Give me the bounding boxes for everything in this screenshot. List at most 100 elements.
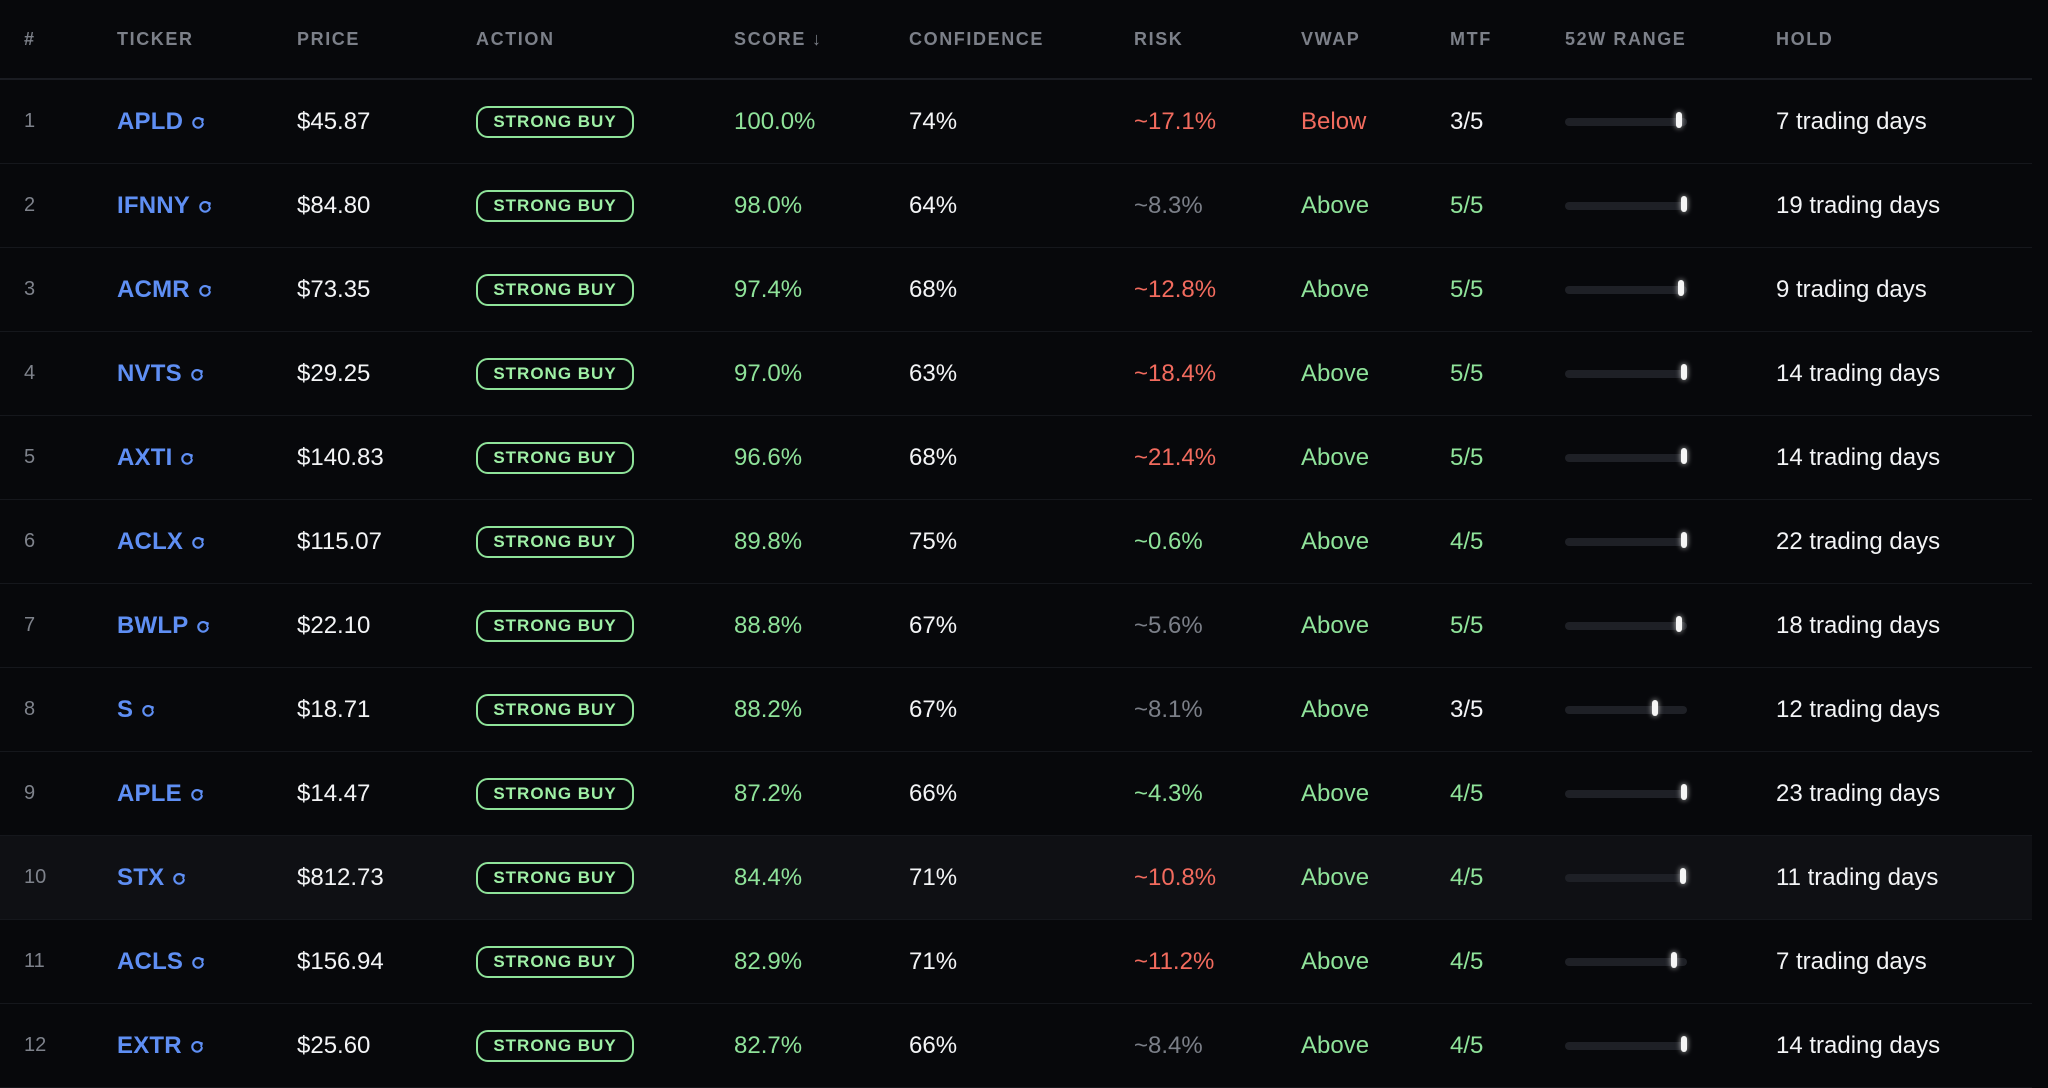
range-marker: [1681, 195, 1687, 212]
refresh-icon[interactable]: [180, 452, 194, 466]
ticker-link[interactable]: IFNNY: [117, 192, 212, 220]
ticker-symbol[interactable]: ACLS: [117, 947, 184, 975]
refresh-icon[interactable]: [190, 1040, 204, 1054]
confidence-cell: 68%: [909, 248, 957, 331]
table-row[interactable]: 8 S $18.71 STRONG BUY 88.2% 67% ~8.1% Ab…: [0, 668, 2032, 752]
table-row[interactable]: 2 IFNNY $84.80 STRONG BUY 98.0% 64% ~8.3…: [0, 164, 2032, 248]
refresh-icon[interactable]: [190, 788, 204, 802]
table-row[interactable]: 4 NVTS $29.25 STRONG BUY 97.0% 63% ~18.4…: [0, 332, 2032, 416]
ticker-link[interactable]: STX: [117, 864, 186, 892]
refresh-icon[interactable]: [191, 116, 205, 130]
range-marker: [1652, 699, 1658, 716]
header-mtf[interactable]: MTF: [1450, 28, 1492, 49]
ticker-symbol[interactable]: BWLP: [117, 611, 189, 639]
table-row[interactable]: 11 ACLS $156.94 STRONG BUY 82.9% 71% ~11…: [0, 920, 2032, 1004]
rank-cell: 11: [24, 920, 45, 1003]
ticker-link[interactable]: NVTS: [117, 360, 204, 388]
table-row[interactable]: 9 APLE $14.47 STRONG BUY 87.2% 66% ~4.3%…: [0, 752, 2032, 836]
refresh-icon[interactable]: [190, 368, 204, 382]
range-track: [1565, 783, 1687, 800]
table-row[interactable]: 6 ACLX $115.07 STRONG BUY 89.8% 75% ~0.6…: [0, 500, 2032, 584]
header-vwap[interactable]: VWAP: [1301, 28, 1361, 49]
risk-value: ~8.3%: [1134, 191, 1203, 219]
header-confidence[interactable]: CONFIDENCE: [909, 28, 1045, 49]
score-value: 89.8%: [734, 527, 803, 555]
table-row[interactable]: 10 STX $812.73 STRONG BUY 84.4% 71% ~10.…: [0, 836, 2032, 920]
ticker-symbol[interactable]: NVTS: [117, 359, 182, 387]
ticker-cell[interactable]: EXTR: [117, 1004, 204, 1087]
refresh-icon[interactable]: [191, 956, 205, 970]
header-hold[interactable]: HOLD: [1776, 28, 1834, 49]
vwap-cell: Above: [1301, 920, 1369, 1003]
ticker-symbol[interactable]: ACMR: [117, 275, 190, 303]
price-cell: $84.80: [297, 164, 370, 247]
hold-cell: 14 trading days: [1776, 1004, 1940, 1087]
refresh-icon[interactable]: [191, 536, 205, 550]
price-cell: $140.83: [297, 416, 384, 499]
ticker-cell[interactable]: ACMR: [117, 248, 212, 331]
range-cell: [1565, 752, 1687, 835]
ticker-link[interactable]: ACLS: [117, 948, 205, 976]
vwap-cell: Above: [1301, 752, 1369, 835]
ticker-cell[interactable]: NVTS: [117, 332, 204, 415]
ticker-link[interactable]: ACLX: [117, 528, 205, 556]
ticker-link[interactable]: S: [117, 696, 155, 724]
refresh-icon[interactable]: [172, 872, 186, 886]
action-cell: STRONG BUY: [476, 1004, 634, 1087]
ticker-symbol[interactable]: S: [117, 695, 134, 723]
rank-number: 2: [24, 194, 36, 216]
ticker-link[interactable]: EXTR: [117, 1032, 204, 1060]
ticker-link[interactable]: AXTI: [117, 444, 194, 472]
ticker-symbol[interactable]: ACLX: [117, 527, 184, 555]
ticker-cell[interactable]: S: [117, 668, 155, 751]
header-action[interactable]: ACTION: [476, 28, 555, 49]
header-risk[interactable]: RISK: [1134, 28, 1184, 49]
ticker-cell[interactable]: STX: [117, 836, 186, 919]
ticker-link[interactable]: APLE: [117, 780, 204, 808]
refresh-icon[interactable]: [141, 704, 155, 718]
ticker-cell[interactable]: BWLP: [117, 584, 210, 667]
range-track: [1565, 111, 1687, 128]
ticker-symbol[interactable]: APLE: [117, 779, 182, 807]
table-row[interactable]: 3 ACMR $73.35 STRONG BUY 97.4% 68% ~12.8…: [0, 248, 2032, 332]
ticker-cell[interactable]: ACLS: [117, 920, 205, 1003]
table-row[interactable]: 7 BWLP $22.10 STRONG BUY 88.8% 67% ~5.6%…: [0, 584, 2032, 668]
ticker-link[interactable]: ACMR: [117, 276, 212, 304]
header-ticker[interactable]: TICKER: [117, 28, 194, 49]
ticker-cell[interactable]: ACLX: [117, 500, 205, 583]
header-score[interactable]: SCORE ↓: [734, 0, 823, 78]
price-value: $140.83: [297, 443, 384, 471]
refresh-icon[interactable]: [198, 284, 212, 298]
header-rank[interactable]: #: [24, 28, 36, 49]
risk-cell: ~18.4%: [1134, 332, 1216, 415]
header-price[interactable]: PRICE: [297, 28, 361, 49]
header-52w-range[interactable]: 52W RANGE: [1565, 28, 1687, 49]
table-row[interactable]: 5 AXTI $140.83 STRONG BUY 96.6% 68% ~21.…: [0, 416, 2032, 500]
confidence-value: 68%: [909, 275, 958, 303]
ticker-symbol[interactable]: STX: [117, 863, 165, 891]
table-row[interactable]: 12 EXTR $25.60 STRONG BUY 82.7% 66% ~8.4…: [0, 1004, 2032, 1088]
action-cell: STRONG BUY: [476, 248, 634, 331]
action-badge: STRONG BUY: [476, 189, 634, 222]
ticker-link[interactable]: BWLP: [117, 612, 210, 640]
ticker-cell[interactable]: AXTI: [117, 416, 194, 499]
range-cell: [1565, 1004, 1687, 1087]
risk-value: ~21.4%: [1134, 443, 1217, 471]
ticker-symbol[interactable]: AXTI: [117, 443, 173, 471]
table-row[interactable]: 1 APLD $45.87 STRONG BUY 100.0% 74% ~17.…: [0, 80, 2032, 164]
ticker-cell[interactable]: APLD: [117, 80, 205, 163]
ticker-symbol[interactable]: APLD: [117, 107, 184, 135]
range-marker: [1679, 867, 1686, 884]
ticker-cell[interactable]: APLE: [117, 752, 204, 835]
ticker-cell[interactable]: IFNNY: [117, 164, 212, 247]
refresh-icon[interactable]: [198, 200, 212, 214]
ticker-link[interactable]: APLD: [117, 108, 205, 136]
confidence-cell: 66%: [909, 752, 957, 835]
ticker-symbol[interactable]: IFNNY: [117, 191, 190, 219]
rank-number: 11: [24, 950, 45, 972]
hold-cell: 11 trading days: [1776, 836, 1938, 919]
ticker-symbol[interactable]: EXTR: [117, 1031, 182, 1059]
range-cell: [1565, 248, 1687, 331]
refresh-icon[interactable]: [196, 620, 210, 634]
range-marker: [1670, 951, 1677, 968]
